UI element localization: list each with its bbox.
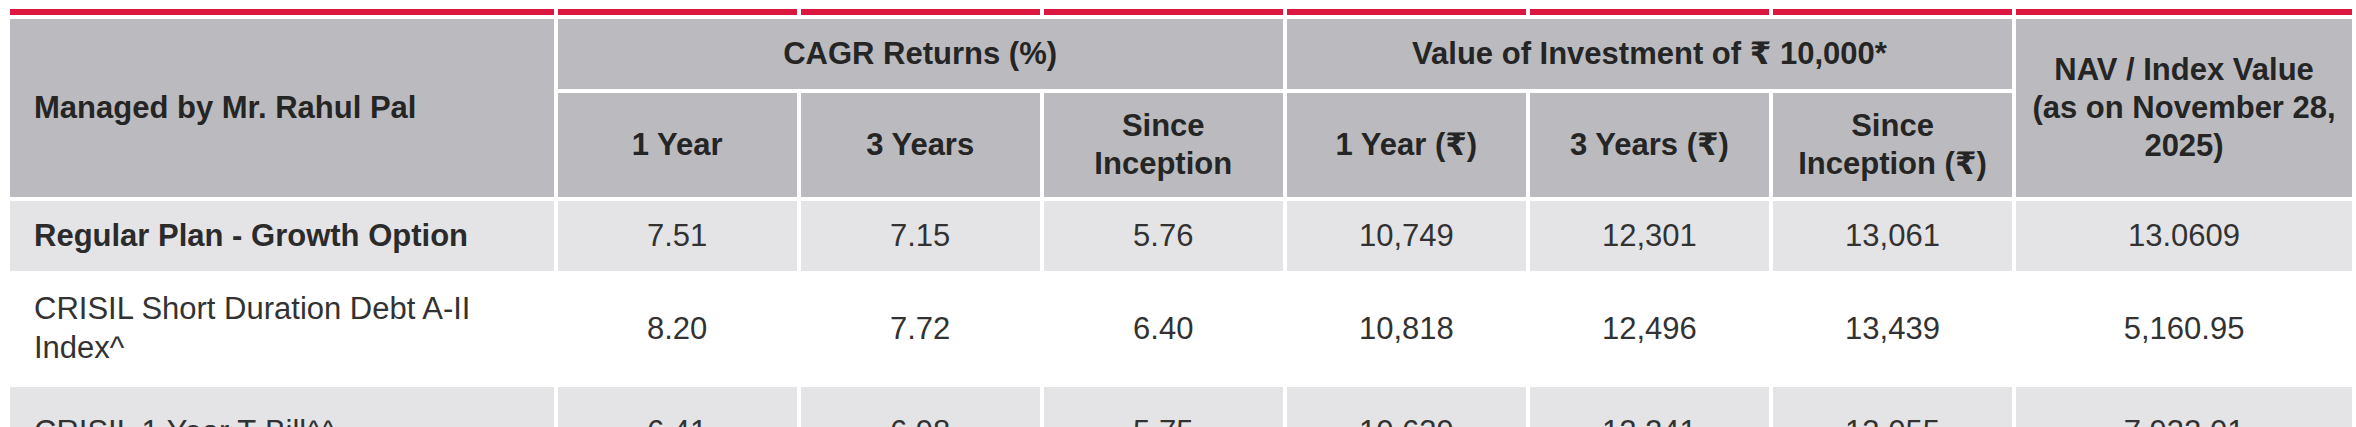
cell-value: 7.15 <box>801 201 1040 271</box>
col-header-3-years: 3 Years <box>801 93 1040 197</box>
accent-bar-segment <box>801 9 1040 15</box>
fund-performance-table: Managed by Mr. Rahul Pal CAGR Returns (%… <box>6 5 2356 427</box>
cell-value: 13,439 <box>1773 275 2012 383</box>
cell-value: 7.72 <box>801 275 1040 383</box>
cell-value: 7.51 <box>558 201 797 271</box>
cell-value: 6.40 <box>1044 275 1283 383</box>
cell-value: 8.20 <box>558 275 797 383</box>
cell-value: 10,639 <box>1287 387 1526 427</box>
col-header-1-year: 1 Year <box>558 93 797 197</box>
cell-value: 13,061 <box>1773 201 2012 271</box>
table-row-regular-plan: Regular Plan - Growth Option 7.51 7.15 5… <box>10 201 2352 271</box>
cell-value: 12,241 <box>1530 387 1769 427</box>
accent-bar-segment <box>1044 9 1283 15</box>
cell-value: 7,932.01 <box>2016 387 2352 427</box>
cell-value: 12,301 <box>1530 201 1769 271</box>
cell-value: 12,496 <box>1530 275 1769 383</box>
table-row-crisil-1-year-tbill: CRISIL 1 Year T-Bill^^ 6.41 6.98 5.75 10… <box>10 387 2352 427</box>
manager-header: Managed by Mr. Rahul Pal <box>10 19 554 197</box>
accent-bar-segment <box>2016 9 2352 15</box>
accent-bar-segment <box>558 9 797 15</box>
accent-bar-segment <box>10 9 554 15</box>
cell-value: 5.75 <box>1044 387 1283 427</box>
cell-value: 5.76 <box>1044 201 1283 271</box>
cagr-returns-group-header: CAGR Returns (%) <box>558 19 1283 89</box>
cell-value: 5,160.95 <box>2016 275 2352 383</box>
value-of-investment-group-header: Value of Investment of ₹ 10,000* <box>1287 19 2012 89</box>
col-header-1-year-rupees: 1 Year (₹) <box>1287 93 1526 197</box>
accent-bar <box>10 9 2352 15</box>
cell-value: 10,818 <box>1287 275 1526 383</box>
cell-value: 13.0609 <box>2016 201 2352 271</box>
cell-value: 6.41 <box>558 387 797 427</box>
col-header-since-inception: Since Inception <box>1044 93 1283 197</box>
group-header-row: Managed by Mr. Rahul Pal CAGR Returns (%… <box>10 19 2352 89</box>
accent-bar-segment <box>1773 9 2012 15</box>
cell-value: 10,749 <box>1287 201 1526 271</box>
col-header-since-inception-rupees: Since Inception (₹) <box>1773 93 2012 197</box>
row-label: Regular Plan - Growth Option <box>10 201 554 271</box>
accent-bar-segment <box>1530 9 1769 15</box>
cell-value: 13,055 <box>1773 387 2012 427</box>
cell-value: 6.98 <box>801 387 1040 427</box>
row-label: CRISIL Short Duration Debt A-II Index^ <box>10 275 554 383</box>
row-label: CRISIL 1 Year T-Bill^^ <box>10 387 554 427</box>
col-header-3-years-rupees: 3 Years (₹) <box>1530 93 1769 197</box>
table-row-crisil-short-duration: CRISIL Short Duration Debt A-II Index^ 8… <box>10 275 2352 383</box>
nav-index-value-header: NAV / Index Value (as on November 28, 20… <box>2016 19 2352 197</box>
accent-bar-segment <box>1287 9 1526 15</box>
